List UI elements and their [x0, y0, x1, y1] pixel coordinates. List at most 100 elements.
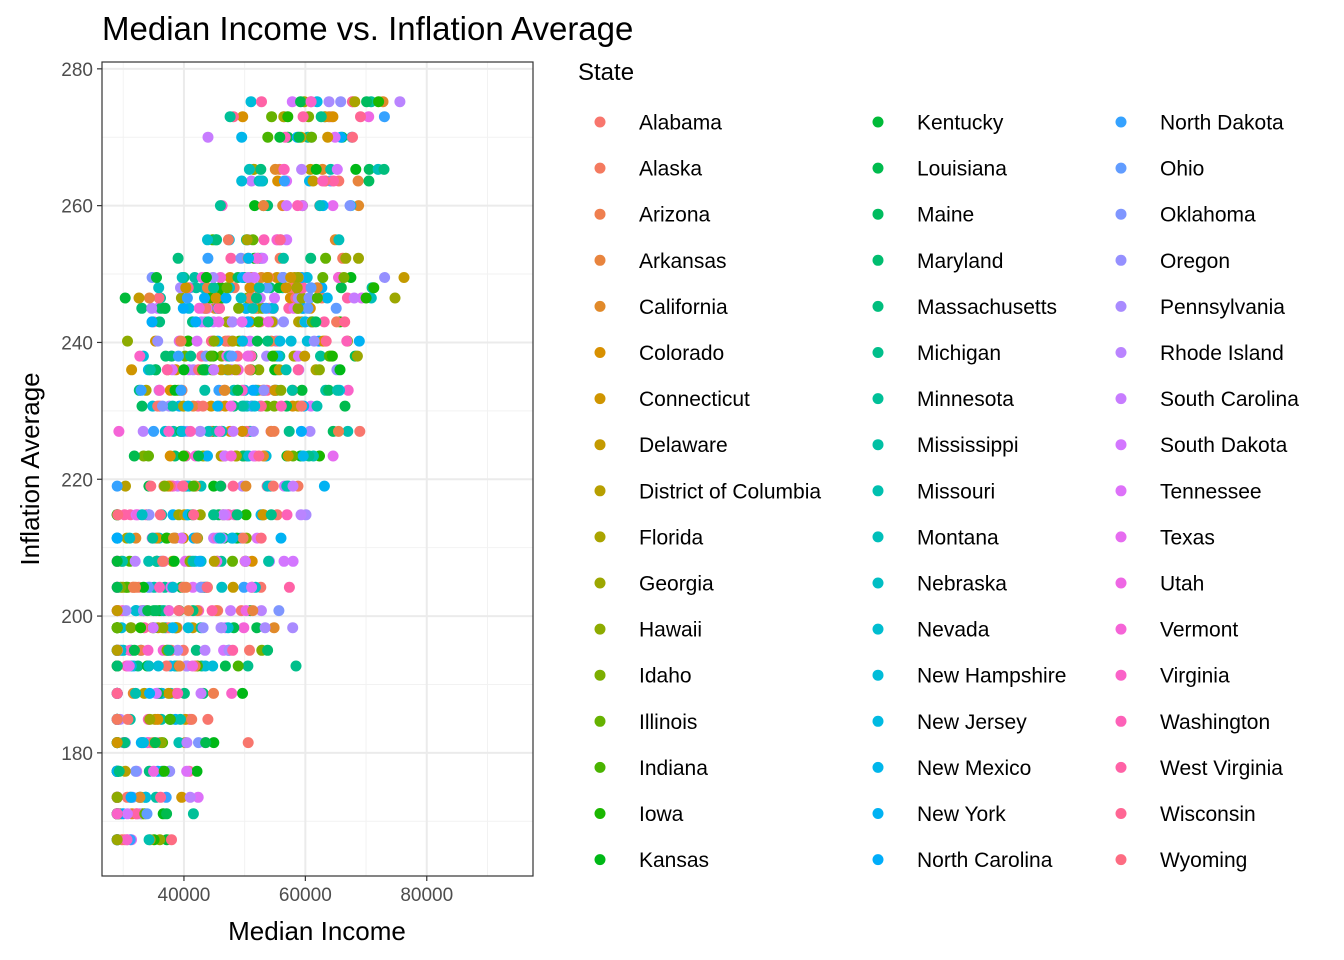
data-point — [296, 163, 308, 175]
data-point — [131, 808, 143, 820]
data-point — [212, 400, 224, 412]
data-point — [257, 509, 269, 521]
data-point — [352, 175, 364, 187]
data-point — [159, 480, 171, 492]
data-point — [236, 316, 248, 328]
data-point — [355, 111, 366, 123]
data-point — [317, 175, 329, 187]
data-point — [246, 581, 258, 593]
legend-label: North Dakota — [1160, 112, 1284, 135]
data-point — [363, 111, 375, 123]
data-point — [260, 302, 272, 314]
data-point — [133, 292, 145, 304]
data-point — [111, 791, 123, 803]
data-point — [182, 400, 194, 412]
data-point — [255, 163, 267, 175]
data-point — [236, 175, 248, 187]
data-point — [180, 282, 192, 294]
data-point — [142, 605, 154, 617]
data-point — [217, 509, 229, 521]
legend-label: Texas — [1160, 526, 1215, 549]
data-point — [274, 131, 286, 143]
data-point — [247, 425, 259, 437]
legend-label: South Dakota — [1160, 434, 1288, 457]
data-point — [176, 532, 187, 544]
data-point — [216, 622, 228, 634]
data-point — [255, 175, 267, 187]
data-point — [249, 200, 261, 212]
data-point — [135, 384, 147, 396]
data-point — [111, 644, 123, 656]
data-point — [244, 364, 256, 376]
data-point — [287, 622, 299, 634]
data-point — [373, 96, 385, 108]
data-point — [266, 111, 278, 123]
data-point — [191, 335, 203, 347]
data-point — [340, 252, 352, 264]
data-point — [153, 282, 165, 294]
data-point — [202, 450, 213, 462]
data-point — [299, 350, 311, 362]
legend-label: Ohio — [1160, 158, 1204, 181]
data-point — [181, 292, 193, 304]
legend-key — [1115, 761, 1127, 773]
data-point — [274, 335, 286, 347]
data-point — [280, 364, 292, 376]
data-point — [215, 480, 227, 492]
data-point — [237, 335, 248, 347]
x-tick-label: 40000 — [158, 885, 211, 906]
data-point — [226, 687, 238, 699]
data-point — [147, 532, 159, 544]
data-point — [277, 272, 289, 283]
data-point — [310, 163, 322, 175]
data-point — [283, 425, 295, 437]
data-point — [130, 687, 142, 699]
data-point — [339, 400, 351, 412]
data-point — [363, 175, 375, 187]
legend-label: California — [639, 296, 728, 319]
legend-key — [594, 669, 606, 681]
data-point — [231, 509, 243, 521]
data-point — [295, 96, 307, 108]
legend-key — [1115, 577, 1127, 589]
data-point — [120, 480, 131, 492]
data-point — [227, 581, 239, 593]
data-point — [277, 252, 289, 264]
data-point — [221, 282, 233, 294]
data-point — [177, 302, 189, 314]
legend-key — [1115, 531, 1127, 543]
data-point — [262, 644, 274, 656]
legend-key — [872, 162, 884, 174]
data-point — [198, 364, 210, 376]
data-point — [208, 282, 220, 294]
data-point — [378, 163, 390, 175]
y-tick-label: 200 — [61, 607, 93, 628]
data-point — [237, 687, 248, 699]
data-point — [214, 200, 226, 212]
legend-key — [594, 393, 606, 405]
data-point — [305, 252, 317, 264]
data-point — [262, 335, 274, 347]
data-point — [363, 163, 375, 175]
data-point — [181, 737, 193, 749]
legend-key — [594, 715, 606, 727]
data-point — [278, 163, 290, 175]
data-point — [174, 713, 186, 725]
data-point — [330, 302, 342, 314]
legend-label: South Carolina — [1160, 388, 1299, 411]
data-point — [214, 302, 225, 314]
legend-label: Vermont — [1160, 619, 1238, 642]
data-point — [197, 400, 209, 412]
legend-label: Wyoming — [1160, 849, 1247, 872]
legend-label: Pennsylvania — [1160, 296, 1285, 319]
data-point — [368, 282, 380, 294]
data-point — [111, 555, 123, 567]
data-point — [219, 660, 231, 672]
data-point — [172, 644, 184, 656]
data-point — [236, 400, 248, 412]
data-point — [335, 282, 347, 294]
data-point — [173, 737, 185, 749]
legend-key — [1115, 393, 1127, 405]
data-point — [255, 532, 267, 544]
